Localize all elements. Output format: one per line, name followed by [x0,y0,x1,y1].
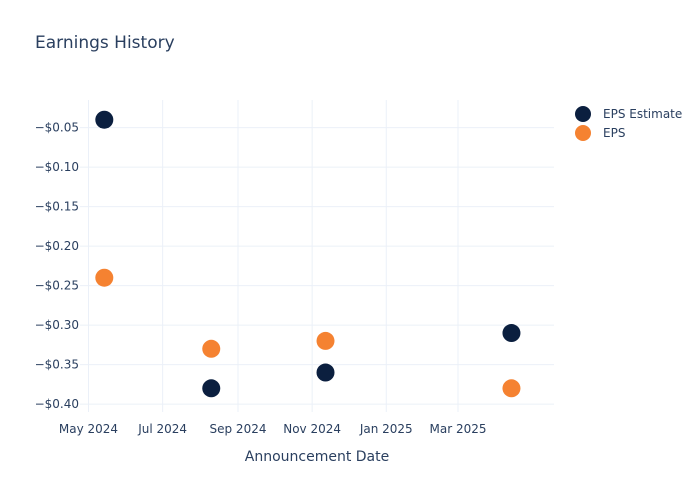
legend[interactable]: EPS Estimate EPS [575,106,682,141]
y-tick-label: −$0.40 [35,397,79,411]
x-tick-label: May 2024 [59,422,118,436]
data-point-eps [202,339,221,358]
data-point-eps-estimate [202,379,221,398]
y-tick-label: −$0.05 [35,121,79,135]
data-point-eps-estimate [95,110,114,129]
y-tick-label: −$0.10 [35,160,79,174]
data-point-eps [502,379,521,398]
x-tick-label: Mar 2025 [429,422,486,436]
x-axis-title: Announcement Date [245,449,389,465]
x-tick-label: Nov 2024 [283,422,341,436]
legend-marker [575,125,591,141]
x-tick-label: Jan 2025 [359,422,413,436]
x-tick-label: Sep 2024 [210,422,267,436]
chart-title: Earnings History [35,33,175,53]
grid-layer [80,100,554,412]
data-point-eps-estimate [316,363,335,382]
y-tick-label: −$0.15 [35,200,79,214]
data-point-eps [316,331,335,350]
legend-label: EPS [603,126,625,140]
points-layer [95,110,521,398]
data-point-eps-estimate [502,324,521,343]
x-tick-label: Jul 2024 [137,422,187,436]
axis-layer: May 2024 Jul 2024 Sep 2024 Nov 2024 Jan 2025… [35,121,487,436]
data-point-eps [95,268,114,287]
y-tick-label: −$0.30 [35,318,79,332]
y-tick-label: −$0.35 [35,358,79,372]
legend-marker [575,106,591,122]
legend-label: EPS Estimate [603,107,682,121]
y-tick-label: −$0.25 [35,279,79,293]
y-tick-label: −$0.20 [35,239,79,253]
